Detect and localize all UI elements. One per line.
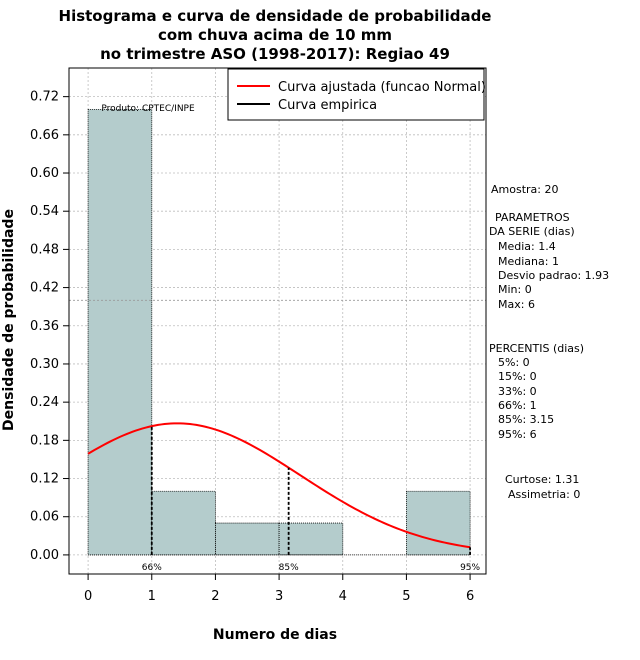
y-tick-label: 0.06 (30, 510, 59, 525)
percentile-marker-label: 66% (142, 563, 162, 573)
y-tick-label: 0.66 (30, 128, 59, 143)
x-tick-label: 6 (466, 589, 474, 604)
y-tick-label: 0.30 (30, 357, 59, 372)
y-tick-label: 0.36 (30, 319, 59, 334)
y-tick-label: 0.42 (30, 281, 59, 296)
stat-p15: 15%: 0 (498, 370, 537, 383)
y-tick-label: 0.12 (30, 472, 59, 487)
y-tick-label: 0.48 (30, 242, 59, 257)
percentile-marker-label: 85% (279, 563, 299, 573)
histogram-bar (278, 522, 344, 556)
chart-title: Histograma e curva de densidade de proba… (59, 7, 492, 63)
histogram-bar (215, 522, 280, 556)
stat-p95: 95%: 6 (498, 428, 537, 441)
title-line-3: no trimestre ASO (1998-2017): Regiao 49 (100, 45, 450, 63)
histogram-bars (87, 108, 471, 556)
x-axis: 0 1 2 3 4 5 6 (84, 573, 474, 604)
stat-p66: 66%: 1 (498, 399, 537, 412)
x-tick-label: 4 (339, 589, 347, 604)
x-axis-label: Numero de dias (213, 627, 337, 643)
percentile-markers: 66% 85% 95% (142, 426, 481, 573)
product-label: Produto: CPTEC/INPE (101, 104, 195, 114)
x-tick-label: 2 (211, 589, 219, 604)
percentile-marker-label: 95% (460, 563, 480, 573)
y-tick-label: 0.24 (30, 395, 59, 410)
y-tick-label: 0.54 (30, 204, 59, 219)
stat-desvio: Desvio padrao: 1.93 (498, 269, 609, 282)
histogram-bar (151, 490, 216, 556)
stat-percentis-title: PERCENTIS (dias) (489, 342, 584, 355)
stat-p85: 85%: 3.15 (498, 413, 554, 426)
legend-box (227, 68, 485, 121)
stat-max: Max: 6 (498, 298, 535, 311)
title-line-2: com chuva acima de 10 mm (158, 26, 392, 44)
stat-p5: 5%: 0 (498, 356, 530, 369)
stat-sample: Amostra: 20 (491, 183, 558, 196)
stat-assimetria: Assimetria: 0 (508, 488, 580, 501)
x-tick-label: 1 (148, 589, 156, 604)
stat-params-title-2: DA SERIE (dias) (489, 225, 575, 238)
fitted-curve (87, 422, 471, 549)
y-axis: 0.00 0.06 0.12 0.18 0.24 0.30 0.36 0.42 0.48 0.54… (30, 90, 70, 563)
y-axis-label: Densidade de probabilidade (1, 209, 17, 431)
stats-panel: Amostra: 20 PARAMETROS DA SERIE (dias) M… (489, 183, 609, 501)
stat-min: Min: 0 (498, 283, 532, 296)
x-tick-label: 5 (402, 589, 410, 604)
stat-params-title-1: PARAMETROS (495, 211, 570, 224)
legend-label-empirical: Curva empirica (278, 98, 377, 113)
legend-label-fitted: Curva ajustada (funcao Normal) (278, 80, 486, 95)
stat-p33: 33%: 0 (498, 385, 537, 398)
title-line-1: Histograma e curva de densidade de proba… (59, 7, 492, 25)
histogram-bar (87, 108, 153, 556)
y-tick-label: 0.60 (30, 166, 59, 181)
x-tick-label: 0 (84, 589, 92, 604)
histogram-bar (406, 490, 471, 556)
y-tick-label: 0.18 (30, 433, 59, 448)
legend: Curva ajustada (funcao Normal) Curva emp… (227, 68, 486, 121)
stat-curtose: Curtose: 1.31 (505, 473, 579, 486)
y-tick-label: 0.00 (30, 548, 59, 563)
x-tick-label: 3 (275, 589, 283, 604)
stat-media: Media: 1.4 (498, 240, 556, 253)
fitted-curve-line (87, 422, 471, 549)
y-tick-label: 0.72 (30, 90, 59, 105)
stat-mediana: Mediana: 1 (498, 255, 559, 268)
